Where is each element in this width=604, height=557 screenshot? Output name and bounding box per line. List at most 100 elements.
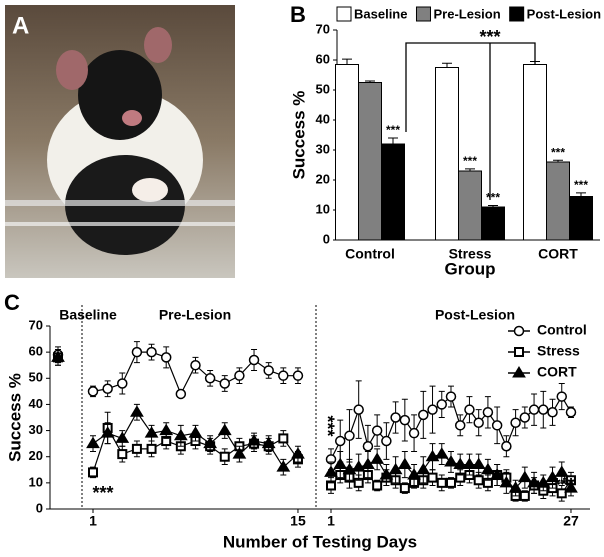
legend-label: Stress: [537, 343, 580, 359]
section-label: Baseline: [59, 307, 117, 323]
marker: [499, 475, 514, 488]
legend-label: Control: [537, 322, 587, 338]
bar: [481, 206, 505, 241]
panel-label: A: [12, 12, 29, 39]
marker: [462, 457, 477, 470]
marker: [418, 409, 429, 421]
bar: [381, 143, 405, 241]
bar: [569, 196, 593, 241]
marker: [473, 475, 484, 486]
x-tick-label: 27: [563, 513, 579, 529]
marker: [556, 391, 567, 402]
y-tick-label: 20: [316, 171, 330, 186]
marker: [547, 407, 558, 418]
y-tick-label: 70: [29, 317, 43, 332]
marker: [219, 451, 230, 462]
marker: [454, 420, 466, 431]
marker: [519, 490, 530, 501]
marker: [408, 427, 420, 439]
marker: [291, 447, 305, 459]
legend-label: Pre-Lesion: [433, 6, 500, 21]
marker: [399, 414, 411, 426]
marker: [344, 430, 355, 442]
marker: [261, 436, 276, 449]
y-tick-label: 50: [316, 81, 330, 96]
legend-swatch: [509, 6, 525, 22]
significance-label: ***: [553, 475, 574, 495]
section-label: Pre-Lesion: [159, 307, 231, 323]
marker: [144, 426, 159, 438]
marker: [399, 483, 410, 494]
marker: [353, 404, 364, 415]
marker: [159, 423, 174, 436]
y-tick-label: 40: [316, 111, 330, 126]
marker: [445, 477, 456, 488]
marker: [436, 477, 447, 488]
rat-ear: [144, 27, 172, 63]
marker: [372, 480, 383, 491]
marker: [102, 383, 113, 394]
marker: [517, 470, 532, 483]
marker: [333, 457, 348, 470]
y-tick-label: 50: [29, 370, 43, 385]
rat-paw: [132, 178, 168, 202]
error-bar: [365, 80, 375, 83]
marker: [371, 425, 383, 436]
marker: [471, 457, 486, 470]
marker: [508, 481, 523, 493]
marker: [427, 404, 438, 415]
marker: [278, 370, 289, 381]
bar: [546, 161, 570, 241]
y-axis-label: Success %: [5, 373, 24, 462]
marker: [362, 441, 374, 452]
marker: [436, 399, 448, 410]
marker: [514, 347, 524, 357]
marker: [173, 428, 188, 441]
marker: [146, 346, 157, 358]
significance-label: ***: [463, 154, 477, 168]
marker: [334, 435, 346, 447]
bar: [335, 64, 359, 241]
error-bar: [576, 192, 586, 197]
marker: [247, 434, 261, 446]
x-axis-label: Number of Testing Days: [223, 532, 417, 551]
error-bar: [388, 137, 398, 144]
significance-label: ***: [92, 483, 113, 503]
marker: [513, 325, 525, 337]
marker: [232, 447, 247, 459]
marker: [481, 462, 495, 475]
marker: [554, 465, 569, 477]
significance-label: ***: [574, 178, 588, 192]
bar: [523, 64, 547, 241]
marker: [473, 417, 484, 428]
marker: [100, 426, 115, 438]
marker: [219, 378, 231, 389]
error-bar: [342, 58, 352, 65]
y-tick-label: 20: [29, 448, 43, 463]
panel-label: B: [290, 2, 306, 27]
marker: [146, 443, 157, 454]
marker: [416, 462, 431, 475]
y-tick-label: 30: [29, 422, 43, 437]
bar: [458, 170, 482, 241]
marker: [538, 404, 549, 415]
error-bar: [488, 205, 498, 207]
marker: [427, 472, 438, 483]
marker: [519, 412, 531, 423]
x-tick-label: 15: [290, 513, 306, 529]
marker: [292, 370, 304, 381]
marker: [565, 407, 577, 418]
marker: [130, 405, 144, 417]
x-axis-label: Group: [445, 259, 496, 278]
legend-swatch: [336, 6, 352, 22]
marker: [188, 426, 203, 438]
legend-label: Baseline: [354, 6, 407, 21]
y-tick-label: 30: [316, 141, 330, 156]
bracket-label: ***: [479, 27, 500, 47]
y-tick-label: 0: [36, 500, 43, 515]
marker: [204, 373, 216, 384]
panel-label: C: [4, 290, 20, 315]
y-tick-label: 10: [29, 474, 43, 489]
